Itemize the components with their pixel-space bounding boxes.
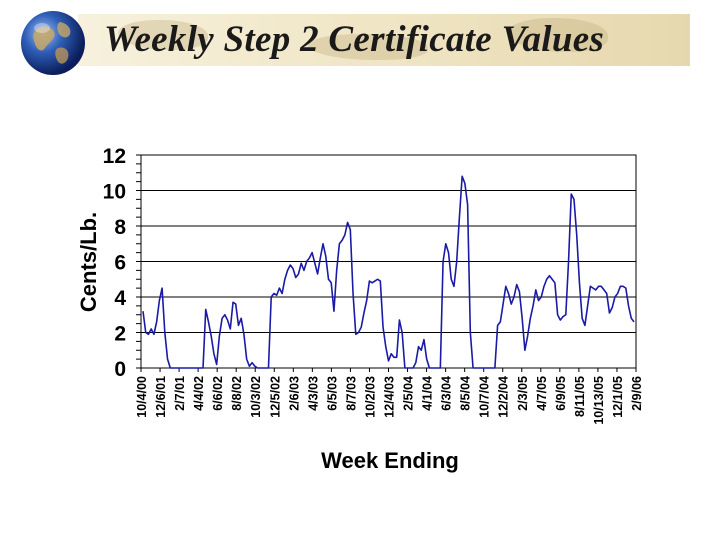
y-tick-label: 2 <box>114 323 126 346</box>
x-tick-label: 2/6/03 <box>287 376 301 411</box>
y-tick-label: 8 <box>114 216 126 239</box>
x-tick-label: 2/3/05 <box>516 376 530 411</box>
x-tick-label: 12/2/04 <box>497 376 511 418</box>
x-tick-label: 4/4/02 <box>192 376 206 411</box>
globe-icon <box>21 11 85 75</box>
page-title: Weekly Step 2 Certificate Values <box>104 19 605 60</box>
x-tick-label: 6/5/03 <box>325 376 339 411</box>
x-tick-label: 8/11/05 <box>573 376 587 417</box>
x-tick-label: 12/5/02 <box>268 376 282 418</box>
y-tick-label: 10 <box>103 181 126 204</box>
x-tick-label: 10/13/05 <box>592 376 606 425</box>
y-tick-label: 12 <box>103 145 126 168</box>
x-tick-label: 8/5/04 <box>459 376 473 411</box>
x-tick-label: 12/1/05 <box>611 376 625 418</box>
x-tick-label: 10/7/04 <box>478 376 492 418</box>
x-tick-label: 8/8/02 <box>230 376 244 411</box>
x-axis-label: Week Ending <box>321 448 459 473</box>
x-tick-label: 6/6/02 <box>211 376 225 411</box>
y-tick-label: 4 <box>114 287 126 310</box>
x-tick-label: 2/7/01 <box>173 376 187 411</box>
x-tick-label: 10/4/00 <box>135 376 149 418</box>
y-axis-label: Cents/Lb. <box>76 212 101 312</box>
x-tick-label: 12/4/03 <box>383 376 397 418</box>
x-tick-label: 10/2/03 <box>363 376 377 418</box>
x-tick-label: 10/3/02 <box>249 376 263 418</box>
x-tick-label: 4/3/03 <box>306 376 320 411</box>
x-tick-label: 6/9/05 <box>554 376 568 411</box>
y-tick-label: 0 <box>114 358 126 381</box>
x-tick-label: 4/7/05 <box>535 376 549 411</box>
x-tick-label: 12/6/01 <box>154 376 168 418</box>
title-banner <box>78 14 690 66</box>
y-tick-label: 6 <box>114 252 126 275</box>
x-tick-label: 6/3/04 <box>440 376 454 411</box>
x-tick-label: 2/9/06 <box>630 376 644 411</box>
x-tick-label: 8/7/03 <box>344 376 358 411</box>
x-tick-label: 2/5/04 <box>402 376 416 411</box>
gridlines <box>141 190 636 333</box>
x-tick-label: 4/1/04 <box>421 376 435 411</box>
series-line <box>142 175 635 369</box>
